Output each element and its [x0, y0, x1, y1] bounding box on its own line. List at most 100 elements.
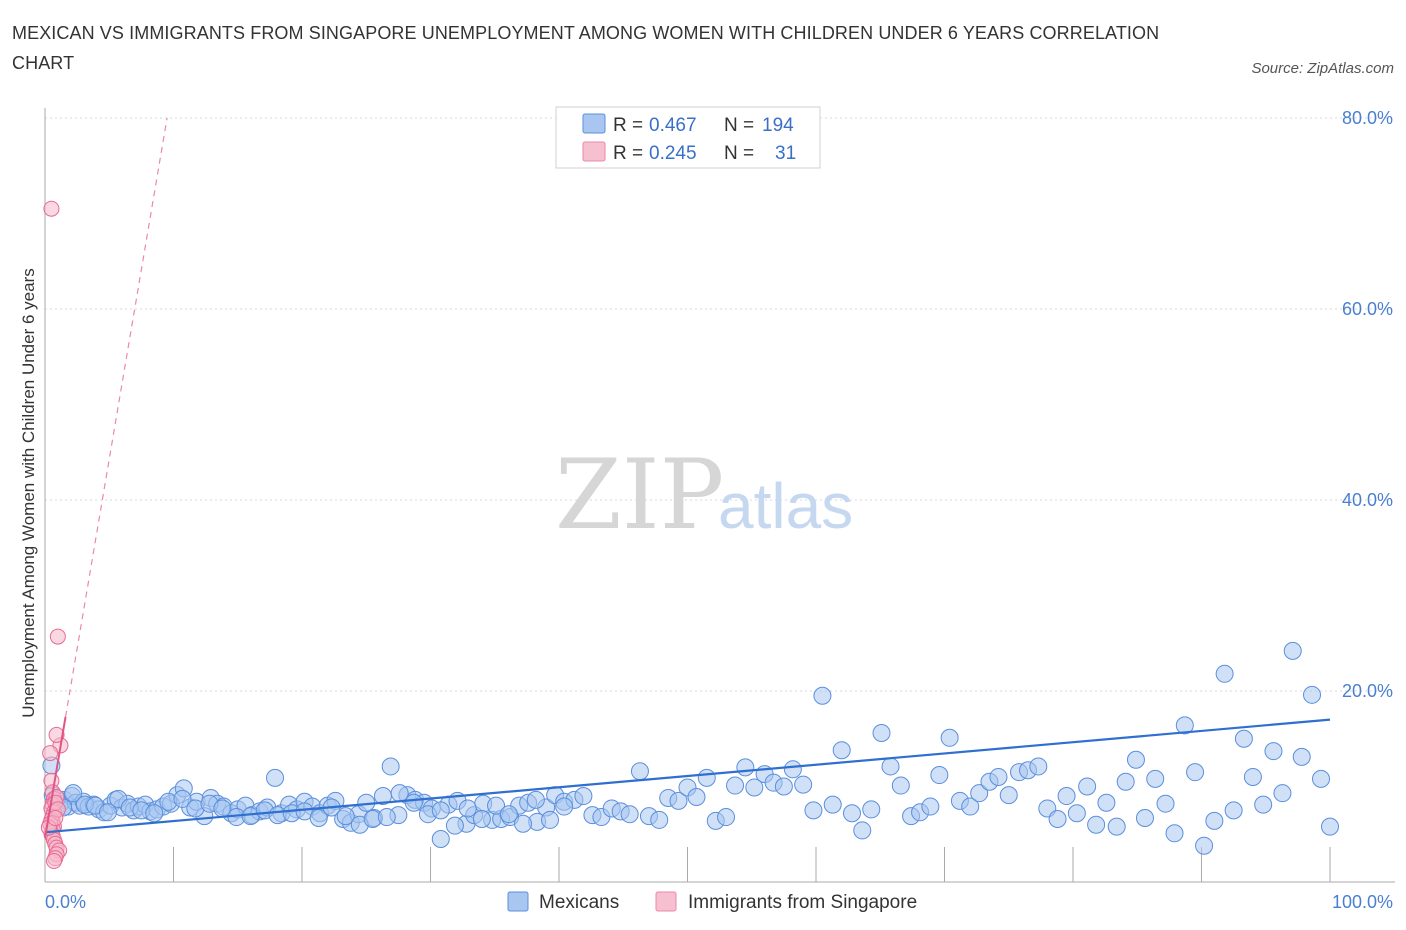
- point-mexicans: [1156, 794, 1175, 813]
- point-mexicans: [1029, 757, 1048, 776]
- point-mexicans: [823, 795, 842, 814]
- watermark-zip: ZIP: [555, 439, 724, 551]
- point-singapore: [49, 628, 66, 645]
- trend-line-singapore-dashed: [64, 117, 168, 717]
- series-legend: Mexicans Immigrants from Singapore: [507, 891, 917, 913]
- point-mexicans: [669, 791, 688, 810]
- point-mexicans: [574, 787, 593, 806]
- y-axis-label: Unemployment Among Women with Children U…: [19, 268, 38, 717]
- point-singapore: [48, 726, 65, 743]
- point-mexicans: [630, 762, 649, 781]
- point-mexicans: [336, 807, 355, 826]
- grid-lines: [45, 117, 1395, 692]
- legend-n-value: 31: [775, 143, 796, 164]
- point-mexicans: [1097, 793, 1116, 812]
- point-mexicans: [1283, 641, 1302, 660]
- point-mexicans: [970, 784, 989, 803]
- point-mexicans: [1243, 767, 1262, 786]
- point-mexicans: [1186, 763, 1205, 782]
- point-mexicans: [1234, 729, 1253, 748]
- bottom-legend-mexicans: Mexicans: [539, 892, 619, 913]
- point-mexicans: [98, 803, 117, 822]
- point-mexicans: [1195, 836, 1214, 855]
- point-mexicans: [1057, 787, 1076, 806]
- point-mexicans: [1087, 815, 1106, 834]
- point-mexicans: [650, 810, 669, 829]
- watermark-atlas: atlas: [718, 470, 853, 542]
- point-mexicans: [1165, 824, 1184, 843]
- point-mexicans: [64, 784, 83, 803]
- legend-swatch-blue: [582, 113, 606, 134]
- point-singapore: [42, 745, 59, 762]
- point-mexicans: [1078, 777, 1097, 796]
- watermark: ZIP atlas: [555, 439, 853, 551]
- point-mexicans: [862, 800, 881, 819]
- point-mexicans: [872, 724, 891, 743]
- trend-line-singapore-solid: [44, 716, 67, 839]
- point-mexicans: [266, 768, 285, 787]
- trend-line-mexicans: [44, 718, 1331, 834]
- point-mexicans: [717, 808, 736, 827]
- legend-r-label: R =: [613, 115, 643, 136]
- point-mexicans: [445, 816, 464, 835]
- point-mexicans: [1205, 811, 1224, 830]
- point-mexicans: [832, 741, 851, 760]
- y-tick-label: 80.0%: [1342, 108, 1393, 128]
- point-mexicans: [813, 686, 832, 705]
- point-mexicans: [783, 760, 802, 779]
- point-mexicans: [487, 796, 506, 815]
- point-mexicans: [1264, 742, 1283, 761]
- point-mexicans: [930, 766, 949, 785]
- legend-r-value: 0.467: [649, 115, 697, 136]
- point-mexicans: [736, 758, 755, 777]
- point-mexicans: [921, 797, 940, 816]
- point-mexicans: [620, 805, 639, 824]
- point-mexicans: [989, 767, 1008, 786]
- bottom-legend-swatch-blue: [507, 891, 529, 912]
- point-mexicans: [1273, 784, 1292, 803]
- point-mexicans: [381, 757, 400, 776]
- point-mexicans: [999, 786, 1018, 805]
- point-mexicans: [1067, 804, 1086, 823]
- point-mexicans: [1292, 747, 1311, 766]
- point-mexicans: [431, 830, 450, 849]
- series-mexicans: [42, 641, 1339, 855]
- source-label: Source: ZipAtlas.com: [1251, 60, 1394, 77]
- legend-n-label: N =: [724, 115, 754, 136]
- point-mexicans: [1135, 809, 1154, 828]
- point-mexicans: [1254, 795, 1273, 814]
- point-singapore: [43, 200, 60, 217]
- y-tick-label: 40.0%: [1342, 490, 1393, 510]
- point-mexicans: [745, 778, 764, 797]
- trend-lines: [44, 117, 1331, 839]
- correlation-legend: R = 0.467 N = 194 R = 0.245 N = 31: [555, 106, 821, 169]
- point-singapore: [45, 852, 62, 869]
- point-mexicans: [309, 809, 328, 828]
- point-mexicans: [1126, 750, 1145, 769]
- legend-n-label: N =: [724, 143, 754, 164]
- point-mexicans: [881, 757, 900, 776]
- point-mexicans: [499, 805, 518, 824]
- y-tick-label: 60.0%: [1342, 299, 1393, 319]
- point-mexicans: [774, 777, 793, 796]
- point-mexicans: [961, 797, 980, 816]
- point-mexicans: [1107, 817, 1126, 836]
- point-mexicans: [853, 821, 872, 840]
- point-mexicans: [1048, 809, 1067, 828]
- point-mexicans: [145, 804, 164, 823]
- point-mexicans: [940, 728, 959, 747]
- point-mexicans: [1116, 772, 1135, 791]
- point-mexicans: [377, 808, 396, 827]
- bottom-legend-swatch-pink: [655, 891, 677, 912]
- point-mexicans: [697, 768, 716, 787]
- point-mexicans: [458, 799, 477, 818]
- bottom-legend-singapore: Immigrants from Singapore: [688, 892, 917, 913]
- point-mexicans: [1146, 769, 1165, 788]
- point-mexicans: [1224, 801, 1243, 820]
- legend-r-value: 0.245: [649, 143, 697, 164]
- tick-labels: 20.0% 40.0% 60.0% 80.0% 0.0% 100.0%: [45, 108, 1393, 912]
- point-mexicans: [687, 788, 706, 807]
- legend-r-label: R =: [613, 143, 643, 164]
- point-mexicans: [891, 776, 910, 795]
